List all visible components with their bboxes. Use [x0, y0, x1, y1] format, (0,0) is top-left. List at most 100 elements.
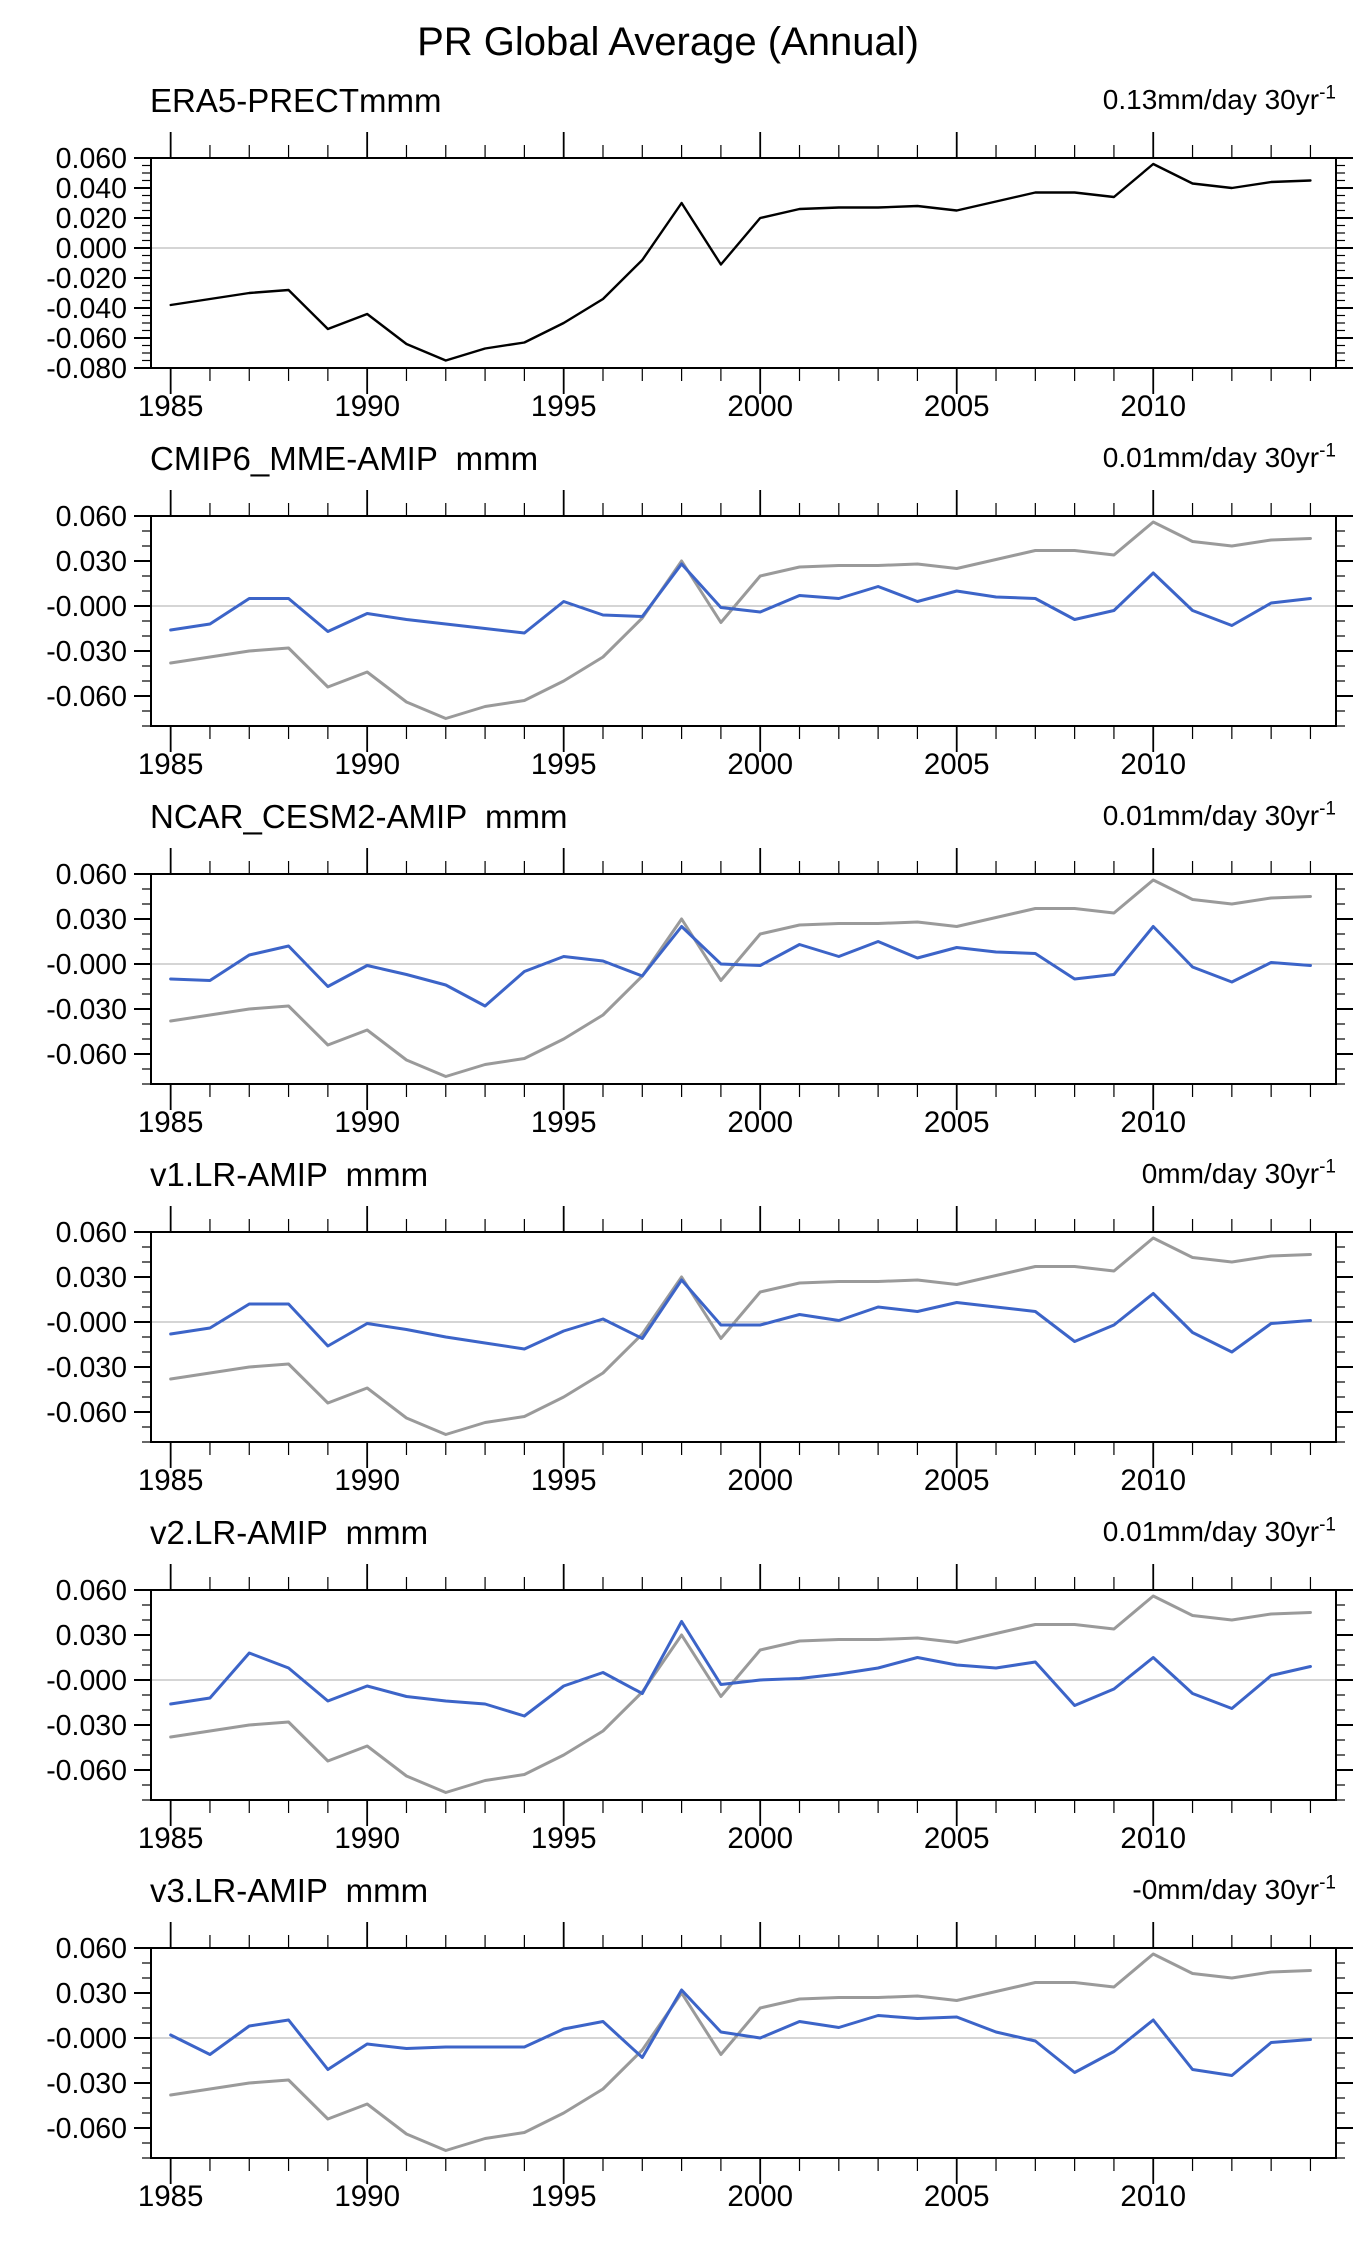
- tick-labels: 0.060 0.030 -0.000 -0.030 -0.060 1985 1990 1995…: [46, 501, 1186, 781]
- y-tick-label: -0.030: [46, 994, 127, 1026]
- series-lines: [169, 878, 1312, 1078]
- x-tick-label: 2000: [727, 2180, 793, 2213]
- x-tick-label: 1990: [334, 1822, 400, 1855]
- axes: [134, 1564, 1353, 1826]
- x-tick-label: 2005: [924, 1464, 990, 1497]
- series-line-era5-prect-reference: [169, 520, 1312, 720]
- x-tick-label: 1990: [334, 1106, 400, 1139]
- axes: [134, 1206, 1353, 1468]
- panel-cmip6-mme: CMIP6_MME-AMIP mmm 0.01mm/day 30yr-1 0.0…: [0, 430, 1362, 781]
- y-tick-label: -0.030: [46, 1352, 127, 1384]
- panel-ncar-cesm2: NCAR_CESM2-AMIP mmm 0.01mm/day 30yr-1 0.…: [0, 788, 1362, 1139]
- y-tick-label: 0.030: [56, 1262, 127, 1294]
- series-line-era5-prect-reference: [169, 1952, 1312, 2152]
- series-lines: [169, 1952, 1312, 2152]
- panel-title: ERA5-PRECTmmm: [150, 82, 442, 119]
- x-tick-label: 2000: [727, 1106, 793, 1139]
- y-tick-label: -0.000: [46, 2023, 127, 2055]
- x-tick-label: 2010: [1120, 2180, 1186, 2213]
- y-tick-label: 0.060: [56, 1575, 127, 1607]
- y-tick-label: 0.030: [56, 904, 127, 936]
- y-tick-label: 0.020: [56, 203, 127, 235]
- panel-header: v3.LR-AMIP mmm -0mm/day 30yr-1: [0, 1862, 1362, 1909]
- panel-title: v1.LR-AMIP mmm: [150, 1156, 429, 1193]
- x-tick-label: 1985: [138, 1464, 204, 1497]
- y-tick-label: -0.030: [46, 1710, 127, 1742]
- series-line-era5-prect: [169, 162, 1312, 362]
- series-line-era5-prect-reference: [169, 878, 1312, 1078]
- y-tick-label: 0.060: [56, 1217, 127, 1249]
- line-plot-ncar-cesm2: 0.060 0.030 -0.000 -0.030 -0.060 1985 1990 1995…: [46, 848, 1353, 1139]
- axes: [134, 490, 1353, 752]
- y-tick-label: -0.080: [46, 353, 127, 385]
- y-tick-label: 0.060: [56, 1933, 127, 1965]
- line-plot-v2-lr: 0.060 0.030 -0.000 -0.030 -0.060 1985 1990 1995…: [46, 1564, 1353, 1855]
- y-tick-label: -0.060: [46, 1039, 127, 1071]
- y-tick-label: -0.030: [46, 2068, 127, 2100]
- panel-title: NCAR_CESM2-AMIP mmm: [150, 798, 568, 835]
- panel-era5: ERA5-PRECTmmm 0.13mm/day 30yr-1 0.060 0.0…: [0, 72, 1362, 423]
- y-tick-label: -0.030: [46, 636, 127, 668]
- line-plot-cmip6-mme: 0.060 0.030 -0.000 -0.030 -0.060 1985 1990 1995…: [46, 490, 1353, 781]
- x-tick-label: 1985: [138, 390, 204, 423]
- x-tick-label: 1990: [334, 390, 400, 423]
- panel-v3-lr: v3.LR-AMIP mmm -0mm/day 30yr-1 0.060 0.03…: [0, 1862, 1362, 2213]
- y-tick-label: -0.020: [46, 263, 127, 295]
- y-tick-label: 0.000: [56, 233, 127, 265]
- y-tick-label: -0.040: [46, 293, 127, 325]
- trend-exponent: -1: [1319, 798, 1336, 820]
- y-tick-label: -0.000: [46, 1665, 127, 1697]
- tick-labels: 0.0600.0400.0200.000-0.020-0.040-0.060-0…: [46, 143, 1186, 423]
- trend-label: -0mm/day 30yr-1: [1132, 1872, 1336, 1905]
- series-line-ncar-cesm2-amip: [169, 925, 1312, 1008]
- panel-header: v2.LR-AMIP mmm 0.01mm/day 30yr-1: [0, 1504, 1362, 1551]
- y-tick-label: -0.060: [46, 681, 127, 713]
- x-tick-label: 2005: [924, 390, 990, 423]
- series-line-cmip6-mme-amip: [169, 562, 1312, 635]
- panel-title: v2.LR-AMIP mmm: [150, 1514, 429, 1551]
- y-tick-label: -0.000: [46, 949, 127, 981]
- series-lines: [169, 1594, 1312, 1794]
- axes: [134, 1922, 1353, 2184]
- x-tick-label: 2010: [1120, 1464, 1186, 1497]
- axes: [134, 848, 1353, 1110]
- trend-label: 0.01mm/day 30yr-1: [1102, 440, 1336, 473]
- trend-label: 0.13mm/day 30yr-1: [1102, 82, 1336, 115]
- trend-label: 0.01mm/day 30yr-1: [1102, 798, 1336, 831]
- series-line-era5-prect-reference: [169, 1594, 1312, 1794]
- page-title: PR Global Average (Annual): [417, 20, 919, 64]
- line-plot-v1-lr: 0.060 0.030 -0.000 -0.030 -0.060 1985 1990 1995…: [46, 1206, 1353, 1497]
- panel-header: CMIP6_MME-AMIP mmm 0.01mm/day 30yr-1: [0, 430, 1362, 477]
- x-tick-label: 2000: [727, 1822, 793, 1855]
- trend-label: 0.01mm/day 30yr-1: [1102, 1514, 1336, 1547]
- x-tick-label: 1995: [531, 1464, 597, 1497]
- tick-labels: 0.060 0.030 -0.000 -0.030 -0.060 1985 1990 1995…: [46, 1933, 1186, 2213]
- x-tick-label: 1990: [334, 748, 400, 781]
- tick-labels: 0.060 0.030 -0.000 -0.030 -0.060 1985 1990 1995…: [46, 859, 1186, 1139]
- y-tick-label: 0.060: [56, 143, 127, 175]
- panel-title: CMIP6_MME-AMIP mmm: [150, 440, 539, 477]
- y-tick-label: 0.060: [56, 859, 127, 891]
- panel-v1-lr: v1.LR-AMIP mmm 0mm/day 30yr-1 0.060 0.030…: [0, 1146, 1362, 1497]
- y-tick-label: -0.060: [46, 1755, 127, 1787]
- x-tick-label: 1995: [531, 2180, 597, 2213]
- x-tick-label: 2005: [924, 1106, 990, 1139]
- x-tick-label: 1995: [531, 748, 597, 781]
- series-line-era5-prect-reference: [169, 1236, 1312, 1436]
- x-tick-label: 2005: [924, 748, 990, 781]
- series-lines: [169, 162, 1312, 362]
- x-tick-label: 2010: [1120, 1106, 1186, 1139]
- x-tick-label: 2010: [1120, 390, 1186, 423]
- y-tick-label: -0.060: [46, 1397, 127, 1429]
- series-line-v3-lr-amip: [169, 1988, 1312, 2077]
- x-tick-label: 1995: [531, 1106, 597, 1139]
- y-tick-label: 0.030: [56, 1978, 127, 2010]
- trend-exponent: -1: [1319, 440, 1336, 462]
- panel-header: ERA5-PRECTmmm 0.13mm/day 30yr-1: [0, 72, 1362, 119]
- panel-header: v1.LR-AMIP mmm 0mm/day 30yr-1: [0, 1146, 1362, 1193]
- x-tick-label: 1985: [138, 1822, 204, 1855]
- trend-exponent: -1: [1319, 1514, 1336, 1536]
- panel-header: NCAR_CESM2-AMIP mmm 0.01mm/day 30yr-1: [0, 788, 1362, 835]
- x-tick-label: 2000: [727, 390, 793, 423]
- x-tick-label: 1990: [334, 1464, 400, 1497]
